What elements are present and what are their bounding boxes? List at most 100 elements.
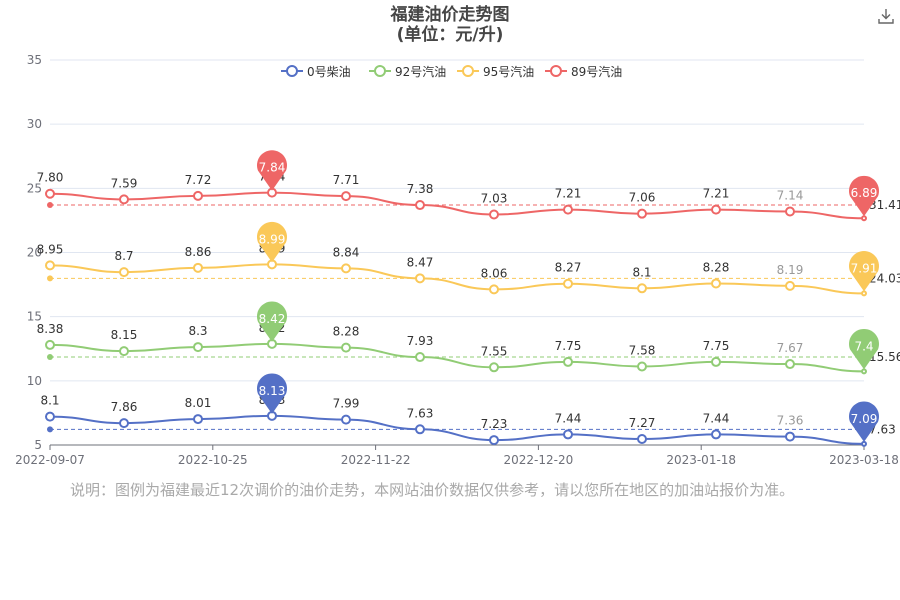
- average-label: 24.03: [869, 271, 900, 285]
- data-label: 8.84: [333, 245, 360, 259]
- data-point[interactable]: [341, 263, 351, 274]
- data-label: 7.71: [333, 173, 360, 187]
- legend-symbol: [550, 65, 562, 77]
- data-point[interactable]: [489, 362, 499, 373]
- min-marker: [849, 401, 879, 442]
- legend-item[interactable]: 0号柴油: [281, 65, 351, 79]
- average-label: 7.63: [869, 422, 896, 436]
- data-label: 8.28: [333, 325, 360, 339]
- data-point[interactable]: [785, 280, 795, 291]
- data-point[interactable]: [861, 290, 867, 297]
- data-label: 7.21: [555, 187, 582, 201]
- data-point[interactable]: [45, 411, 55, 422]
- data-label: 7.03: [481, 191, 508, 205]
- legend-item[interactable]: 89号汽油: [545, 64, 622, 79]
- data-point[interactable]: [193, 262, 203, 273]
- data-point[interactable]: [489, 435, 499, 446]
- data-point[interactable]: [563, 278, 573, 289]
- min-marker: [849, 328, 879, 370]
- data-point[interactable]: [711, 278, 721, 289]
- series-line: [49, 414, 865, 445]
- data-point[interactable]: [415, 200, 425, 211]
- data-label: 8.95: [37, 242, 64, 256]
- max-marker: [257, 150, 287, 191]
- data-point[interactable]: [637, 283, 647, 294]
- data-point[interactable]: [563, 356, 573, 367]
- data-label: 8.01: [185, 396, 212, 410]
- max-marker-label: 8.99: [259, 232, 286, 246]
- data-label: 8.27: [555, 261, 582, 275]
- average-line-start: [47, 426, 53, 433]
- data-label: 7.06: [629, 191, 656, 205]
- y-tick-label: 15: [27, 310, 42, 324]
- data-point[interactable]: [341, 342, 351, 353]
- data-point[interactable]: [415, 424, 425, 435]
- max-marker-label: 8.13: [259, 384, 286, 398]
- data-point[interactable]: [489, 284, 499, 295]
- data-point[interactable]: [193, 414, 203, 425]
- data-point[interactable]: [45, 339, 55, 350]
- data-label: 7.55: [481, 344, 508, 358]
- legend-label: 95号汽油: [483, 64, 534, 79]
- data-point[interactable]: [861, 215, 867, 222]
- data-label: 7.27: [629, 416, 656, 430]
- data-point[interactable]: [563, 204, 573, 215]
- data-point[interactable]: [785, 359, 795, 370]
- x-tick-label: 2022-10-25: [178, 453, 248, 467]
- data-point[interactable]: [489, 209, 499, 220]
- data-point[interactable]: [785, 431, 795, 442]
- data-point[interactable]: [785, 206, 795, 217]
- data-point[interactable]: [119, 194, 129, 205]
- data-label: 7.75: [703, 339, 730, 353]
- legend-symbol: [462, 65, 474, 77]
- legend-symbol: [374, 65, 386, 77]
- data-point[interactable]: [861, 440, 867, 447]
- x-tick-label: 2023-01-18: [666, 453, 736, 467]
- data-point[interactable]: [711, 356, 721, 367]
- data-point[interactable]: [119, 267, 129, 278]
- data-point[interactable]: [415, 273, 425, 284]
- data-point[interactable]: [563, 429, 573, 440]
- y-tick-label: 10: [27, 374, 42, 388]
- data-label: 7.36: [777, 414, 804, 428]
- y-tick-label: 30: [27, 117, 42, 131]
- x-tick-label: 2022-12-20: [504, 453, 574, 467]
- data-point[interactable]: [637, 208, 647, 219]
- data-point[interactable]: [341, 191, 351, 202]
- data-label: 7.14: [777, 189, 804, 203]
- min-marker-label: 6.89: [851, 186, 878, 200]
- max-marker-label: 8.42: [259, 312, 286, 326]
- data-point[interactable]: [861, 368, 867, 375]
- legend-label: 0号柴油: [307, 65, 351, 79]
- legend-symbol: [286, 65, 298, 77]
- data-label: 8.38: [37, 322, 64, 336]
- min-marker-label: 7.91: [851, 261, 878, 275]
- data-point[interactable]: [45, 260, 55, 271]
- data-label: 7.44: [555, 411, 582, 425]
- data-point[interactable]: [637, 434, 647, 445]
- x-tick-label: 2022-09-07: [15, 453, 85, 467]
- data-point[interactable]: [415, 352, 425, 363]
- data-point[interactable]: [341, 414, 351, 425]
- data-label: 8.1: [40, 394, 59, 408]
- data-point[interactable]: [45, 188, 55, 199]
- data-point[interactable]: [119, 346, 129, 357]
- data-point[interactable]: [711, 429, 721, 440]
- chart-note: 说明：图例为福建最近12次调价的油价走势，本网站油价数据仅供参考，请以您所在地区…: [70, 481, 795, 499]
- legend-item[interactable]: 95号汽油: [457, 64, 534, 79]
- data-point[interactable]: [711, 204, 721, 215]
- chart-main-title: 福建油价走势图: [390, 5, 510, 25]
- data-label: 7.38: [407, 182, 434, 196]
- legend-item[interactable]: 92号汽油: [369, 64, 446, 79]
- data-label: 7.23: [481, 417, 508, 431]
- data-label: 7.72: [185, 173, 212, 187]
- data-label: 8.15: [111, 328, 138, 342]
- data-label: 7.67: [777, 341, 804, 355]
- download-icon[interactable]: [877, 7, 895, 25]
- data-point[interactable]: [119, 418, 129, 429]
- data-point[interactable]: [193, 190, 203, 201]
- data-label: 7.75: [555, 339, 582, 353]
- min-marker-label: 7.09: [851, 412, 878, 426]
- data-point[interactable]: [193, 342, 203, 353]
- data-point[interactable]: [637, 361, 647, 372]
